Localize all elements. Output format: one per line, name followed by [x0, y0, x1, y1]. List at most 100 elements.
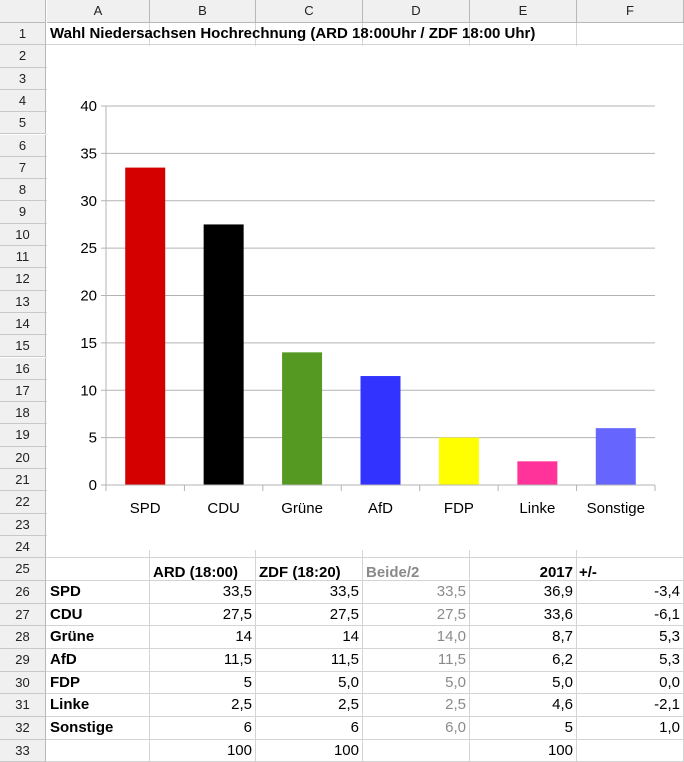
party-label-cell[interactable]: Sonstige — [50, 719, 114, 737]
total-cell-ard[interactable]: 100 — [226, 741, 252, 759]
value-cell-y2017[interactable]: 6,2 — [552, 651, 573, 668]
row-header-9[interactable]: 9 — [0, 201, 46, 224]
value-cell-zdf[interactable]: 5,0 — [338, 673, 359, 691]
value-cell-diff[interactable]: 1,0 — [659, 719, 680, 737]
value-cell-diff[interactable]: -2,1 — [654, 696, 680, 714]
row-header-6[interactable]: 6 — [0, 134, 46, 157]
value-cell-zdf[interactable]: 14 — [342, 628, 359, 646]
total-cell-zdf[interactable]: 100 — [333, 741, 359, 759]
row-header-31[interactable]: 31 — [0, 694, 46, 718]
value-cell-beide[interactable]: 14,0 — [436, 628, 466, 646]
value-cell-beide[interactable]: 11,5 — [437, 651, 466, 668]
row-header-15[interactable]: 15 — [0, 335, 46, 358]
party-label-cell[interactable]: Grüne — [50, 628, 95, 646]
row-header-7[interactable]: 7 — [0, 156, 46, 180]
value-cell-ard[interactable]: 6 — [243, 719, 252, 737]
row-header-13[interactable]: 13 — [0, 290, 46, 313]
value-cell-zdf[interactable]: 11,5 — [330, 651, 359, 668]
value-cell-ard[interactable]: 27,5 — [222, 605, 252, 623]
column-header-b[interactable]: B — [150, 0, 256, 23]
row-header-32[interactable]: 32 — [0, 717, 46, 740]
header-beide[interactable]: Beide/2 — [366, 564, 420, 581]
row-header-17[interactable]: 17 — [0, 379, 46, 403]
column-header-e[interactable]: E — [470, 0, 577, 23]
value-cell-y2017[interactable]: 8,7 — [552, 628, 573, 646]
value-cell-ard[interactable]: 2,5 — [231, 696, 252, 714]
row-header-28[interactable]: 28 — [0, 626, 46, 649]
header-2017[interactable]: 2017 — [539, 564, 573, 581]
row-header-29[interactable]: 29 — [0, 649, 46, 672]
row-header-2[interactable]: 2 — [0, 45, 46, 68]
row-header-12[interactable]: 12 — [0, 268, 46, 291]
row-header-16[interactable]: 16 — [0, 357, 46, 380]
value-cell-y2017[interactable]: 5,0 — [552, 673, 573, 691]
value-cell-ard[interactable]: 11,5 — [223, 651, 252, 668]
row-header-1[interactable]: 1 — [0, 23, 46, 46]
column-header-c[interactable]: C — [256, 0, 363, 23]
column-header-f[interactable]: F — [577, 0, 684, 23]
party-label-cell[interactable]: SPD — [50, 582, 81, 600]
party-label-cell[interactable]: Linke — [50, 696, 90, 714]
bar-sonstige — [595, 428, 636, 485]
row-header-20[interactable]: 20 — [0, 446, 46, 469]
value-cell-beide[interactable]: 27,5 — [436, 605, 466, 623]
row-header-4[interactable]: 4 — [0, 89, 46, 113]
row-header-14[interactable]: 14 — [0, 312, 46, 336]
header-ard[interactable]: ARD (18:00) — [153, 564, 239, 581]
row-header-5[interactable]: 5 — [0, 112, 46, 135]
sheet-title[interactable]: Wahl Niedersachsen Hochrechnung (ARD 18:… — [50, 25, 536, 42]
row-header-8[interactable]: 8 — [0, 179, 46, 202]
y-tick-label: 20 — [80, 288, 97, 305]
value-cell-y2017[interactable]: 36,9 — [543, 582, 573, 600]
value-cell-zdf[interactable]: 27,5 — [329, 605, 359, 623]
value-cell-zdf[interactable]: 2,5 — [338, 696, 359, 714]
row-header-30[interactable]: 30 — [0, 671, 46, 695]
row-header-18[interactable]: 18 — [0, 402, 46, 425]
row-header-11[interactable]: 11 — [0, 246, 46, 269]
value-cell-diff[interactable]: -3,4 — [654, 582, 680, 600]
value-cell-ard[interactable]: 33,5 — [222, 582, 252, 600]
value-cell-diff[interactable]: 5,3 — [659, 628, 680, 646]
row-header-10[interactable]: 10 — [0, 223, 46, 246]
row-header-22[interactable]: 22 — [0, 491, 46, 514]
value-cell-beide[interactable]: 5,0 — [445, 673, 466, 691]
y-tick-label: 30 — [80, 193, 97, 210]
column-header-a[interactable]: A — [47, 0, 150, 23]
row-header-23[interactable]: 23 — [0, 513, 46, 536]
header-zdf[interactable]: ZDF (18:20) — [259, 564, 341, 581]
value-cell-y2017[interactable]: 5 — [564, 719, 573, 737]
value-cell-diff[interactable]: 0,0 — [659, 673, 680, 691]
value-cell-diff[interactable]: 5,3 — [659, 651, 680, 668]
value-cell-ard[interactable]: 14 — [235, 628, 252, 646]
row-header-21[interactable]: 21 — [0, 469, 46, 492]
party-label-cell[interactable]: FDP — [50, 673, 80, 691]
value-cell-y2017[interactable]: 4,6 — [552, 696, 573, 714]
column-header-d[interactable]: D — [363, 0, 470, 23]
value-cell-zdf[interactable]: 33,5 — [329, 582, 359, 600]
party-label-cell[interactable]: AfD — [50, 651, 77, 668]
value-cell-beide[interactable]: 2,5 — [445, 696, 466, 714]
total-cell-2017[interactable]: 100 — [547, 741, 573, 759]
gridline-horizontal — [46, 670, 684, 672]
select-all-corner[interactable] — [0, 0, 46, 23]
bar-fdp — [438, 437, 479, 485]
value-cell-y2017[interactable]: 33,6 — [543, 605, 573, 623]
row-header-33[interactable]: 33 — [0, 739, 46, 762]
value-cell-diff[interactable]: -6,1 — [654, 605, 680, 623]
y-tick-label: 25 — [80, 240, 97, 257]
gridline-horizontal — [46, 648, 684, 649]
row-header-27[interactable]: 27 — [0, 603, 46, 627]
header-diff[interactable]: +/- — [579, 564, 597, 581]
party-label-cell[interactable]: CDU — [50, 605, 83, 623]
bar-chart[interactable]: 0 5 10 15 20 25 30 35 40 SPD CDU Grüne AfD FDP Linke So… — [47, 46, 683, 550]
row-header-19[interactable]: 19 — [0, 424, 46, 447]
value-cell-beide[interactable]: 33,5 — [436, 582, 466, 600]
value-cell-ard[interactable]: 5 — [243, 673, 252, 691]
row-header-26[interactable]: 26 — [0, 580, 46, 604]
value-cell-beide[interactable]: 6,0 — [445, 719, 466, 737]
row-header-25[interactable]: 25 — [0, 558, 46, 581]
row-header-3[interactable]: 3 — [0, 67, 46, 90]
row-header-24[interactable]: 24 — [0, 535, 46, 559]
value-cell-zdf[interactable]: 6 — [350, 719, 359, 737]
bar-grne — [282, 352, 323, 485]
